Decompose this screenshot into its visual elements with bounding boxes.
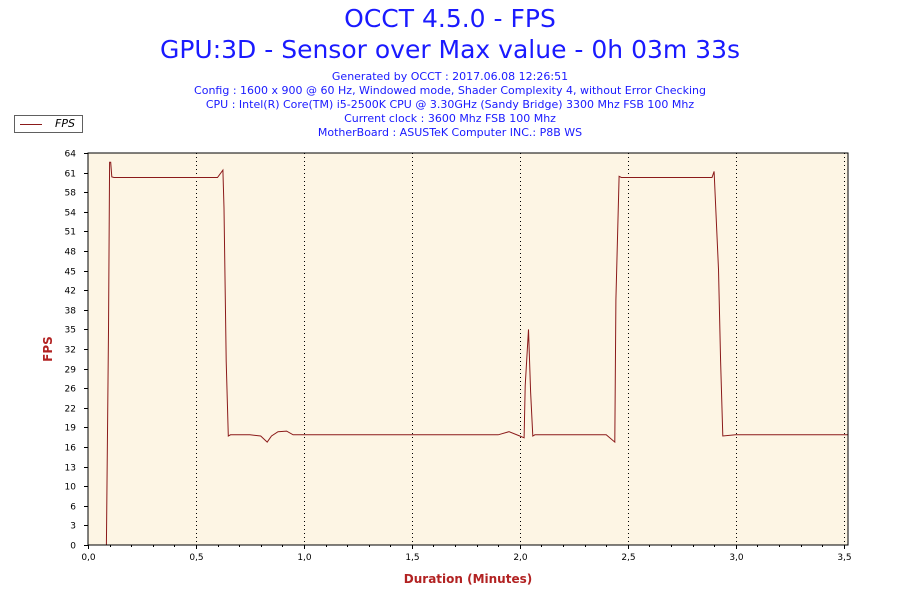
x-tick-labels: 0,0 0,5 1,0 1,5 2,0 2,5 3,0 3,5 <box>81 553 851 563</box>
x-tick-label: 3,0 <box>729 553 744 563</box>
info-current-clock: Current clock : 3600 Mhz FSB 100 Mhz <box>344 112 556 125</box>
x-tick-label: 0,5 <box>189 553 203 563</box>
y-axis-label: FPS <box>41 336 55 362</box>
chart-subtitle: GPU:3D - Sensor over Max value - 0h 03m … <box>159 35 741 64</box>
y-tick-label: 19 <box>65 424 77 434</box>
y-tick-label: 48 <box>65 248 77 258</box>
y-tick-label: 26 <box>65 385 77 395</box>
tick-marks <box>84 153 845 549</box>
y-tick-label: 3 <box>70 522 76 532</box>
y-tick-label: 61 <box>65 170 76 180</box>
y-tick-label: 64 <box>65 150 77 160</box>
legend-label: FPS <box>55 117 75 130</box>
y-tick-label: 38 <box>65 307 77 317</box>
x-tick-label: 3,5 <box>837 553 851 563</box>
x-tick-label: 1,0 <box>297 553 312 563</box>
y-tick-label: 29 <box>65 366 77 376</box>
y-tick-label: 54 <box>65 209 77 219</box>
info-generated: Generated by OCCT : 2017.06.08 12:26:51 <box>331 70 569 83</box>
info-cpu: CPU : Intel(R) Core(TM) i5-2500K CPU @ 3… <box>205 98 695 111</box>
x-tick-label: 2,5 <box>621 553 635 563</box>
y-tick-label: 0 <box>70 542 76 552</box>
y-tick-label: 42 <box>65 287 76 297</box>
y-tick-label: 32 <box>65 346 76 356</box>
y-tick-label: 13 <box>65 464 76 474</box>
x-tick-label: 0,0 <box>81 553 96 563</box>
y-tick-label: 35 <box>65 326 76 336</box>
y-tick-labels: 0 3 6 10 13 16 19 22 26 29 32 35 38 42 45 48 51 54 58 61 64 <box>65 150 77 552</box>
grid-lines <box>196 153 845 545</box>
y-tick-label: 58 <box>65 189 77 199</box>
y-tick-label: 51 <box>65 228 76 238</box>
x-tick-label: 2,0 <box>513 553 528 563</box>
x-axis-label: Duration (Minutes) <box>404 572 532 586</box>
y-tick-label: 45 <box>65 268 76 278</box>
plot-area <box>88 153 848 545</box>
y-tick-label: 22 <box>65 405 76 415</box>
legend: FPS <box>14 115 83 133</box>
y-tick-label: 6 <box>70 503 76 513</box>
plot-frame <box>87 152 849 546</box>
fps-series-line <box>105 161 848 546</box>
y-tick-label: 16 <box>65 444 77 454</box>
chart-title: OCCT 4.5.0 - FPS <box>344 4 556 33</box>
x-tick-label: 1,5 <box>405 553 419 563</box>
info-motherboard: MotherBoard : ASUSTeK Computer INC.: P8B… <box>317 126 583 139</box>
info-config: Config : 1600 x 900 @ 60 Hz, Windowed mo… <box>194 84 706 97</box>
y-tick-label: 10 <box>65 483 77 493</box>
legend-swatch <box>20 124 42 125</box>
